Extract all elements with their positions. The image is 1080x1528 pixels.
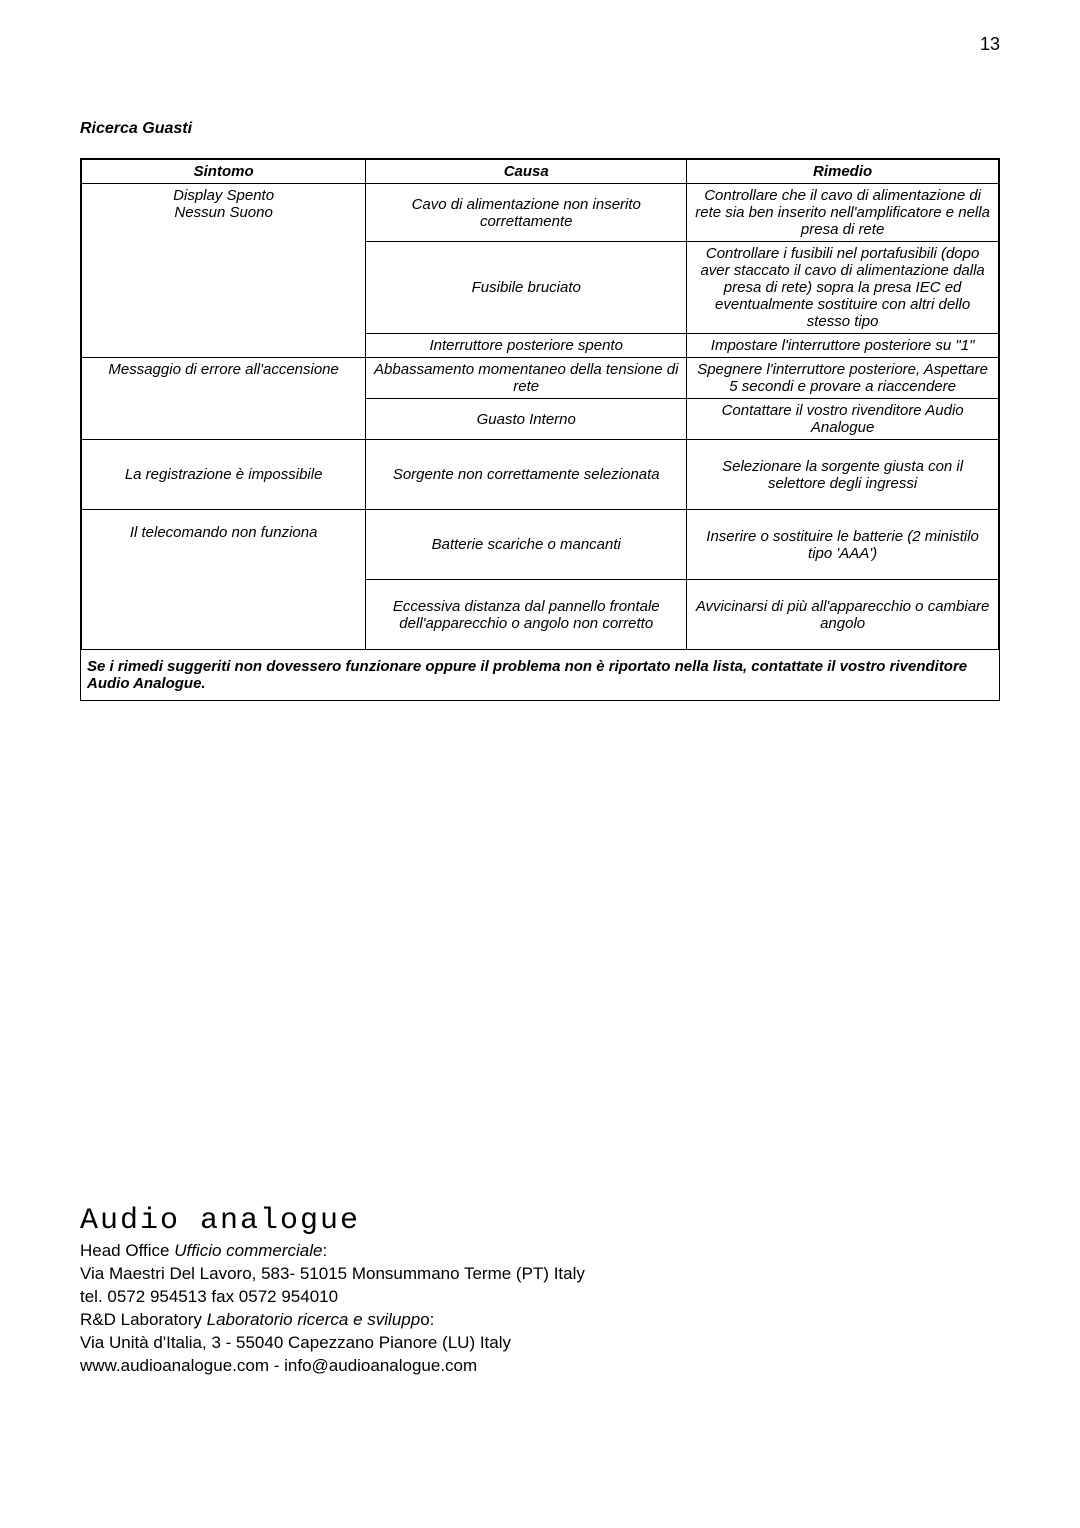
table-row: La registrazione è impossibile Sorgente … — [82, 440, 999, 510]
cell-cause: Abbassamento momentaneo della tensione d… — [366, 358, 687, 399]
footer-line: www.audioanalogue.com - info@audioanalog… — [80, 1355, 1000, 1378]
symptom-text: Nessun Suono — [174, 204, 272, 221]
cell-remedy: Selezionare la sorgente giusta con il se… — [687, 440, 999, 510]
section-title: Ricerca Guasti — [80, 120, 1000, 138]
cell-remedy: Impostare l'interruttore posteriore su "… — [687, 334, 999, 358]
cell-remedy: Controllare i fusibili nel portafusibili… — [687, 242, 999, 334]
cell-symptom: La registrazione è impossibile — [82, 440, 366, 510]
footer-text: Head Office — [80, 1241, 174, 1260]
footer-text: : — [323, 1241, 328, 1260]
troubleshoot-container: Sintomo Causa Rimedio Display Spento Nes… — [80, 158, 1000, 701]
company-name: Audio analogue — [80, 1204, 1000, 1238]
cell-symptom: Messaggio di errore all'accensione — [82, 358, 366, 440]
table-row: Display Spento Nessun Suono Cavo di alim… — [82, 184, 999, 242]
footer-text: R&D Laboratory — [80, 1310, 207, 1329]
header-symptom: Sintomo — [82, 160, 366, 184]
header-cause: Causa — [366, 160, 687, 184]
footer-line: R&D Laboratory Laboratorio ricerca e svi… — [80, 1309, 1000, 1332]
footer-text-italic: Ufficio commerciale — [174, 1241, 322, 1260]
cell-remedy: Contattare il vostro rivenditore Audio A… — [687, 399, 999, 440]
cell-cause: Interruttore posteriore spento — [366, 334, 687, 358]
table-footnote: Se i rimedi suggeriti non dovessero funz… — [81, 650, 999, 700]
cell-symptom: Il telecomando non funziona — [82, 510, 366, 650]
header-remedy: Rimedio — [687, 160, 999, 184]
footer-text-italic: Laboratorio ricerca e svilupp — [207, 1310, 421, 1329]
cell-cause: Cavo di alimentazione non inserito corre… — [366, 184, 687, 242]
table-row: Il telecomando non funziona Batterie sca… — [82, 510, 999, 580]
cell-remedy: Avvicinarsi di più all'apparecchio o cam… — [687, 580, 999, 650]
table-row: Messaggio di errore all'accensione Abbas… — [82, 358, 999, 399]
cell-symptom: Display Spento Nessun Suono — [82, 184, 366, 358]
symptom-text: Display Spento — [173, 187, 274, 204]
cell-cause: Batterie scariche o mancanti — [366, 510, 687, 580]
cell-remedy: Controllare che il cavo di alimentazione… — [687, 184, 999, 242]
footer-line: Via Unità d'Italia, 3 - 55040 Capezzano … — [80, 1332, 1000, 1355]
cell-remedy: Spegnere l'interruttore posteriore, Aspe… — [687, 358, 999, 399]
cell-cause: Fusibile bruciato — [366, 242, 687, 334]
cell-remedy: Inserire o sostituire le batterie (2 min… — [687, 510, 999, 580]
footer: Audio analogue Head Office Ufficio comme… — [80, 1204, 1000, 1378]
page-number: 13 — [980, 34, 1000, 55]
troubleshoot-table: Sintomo Causa Rimedio Display Spento Nes… — [81, 159, 999, 650]
footer-line: Head Office Ufficio commerciale: — [80, 1240, 1000, 1263]
cell-cause: Guasto Interno — [366, 399, 687, 440]
footer-line: Via Maestri Del Lavoro, 583- 51015 Monsu… — [80, 1263, 1000, 1286]
footer-line: tel. 0572 954513 fax 0572 954010 — [80, 1286, 1000, 1309]
cell-cause: Sorgente non correttamente selezionata — [366, 440, 687, 510]
footer-text: o: — [420, 1310, 434, 1329]
cell-cause: Eccessiva distanza dal pannello frontale… — [366, 580, 687, 650]
table-header-row: Sintomo Causa Rimedio — [82, 160, 999, 184]
